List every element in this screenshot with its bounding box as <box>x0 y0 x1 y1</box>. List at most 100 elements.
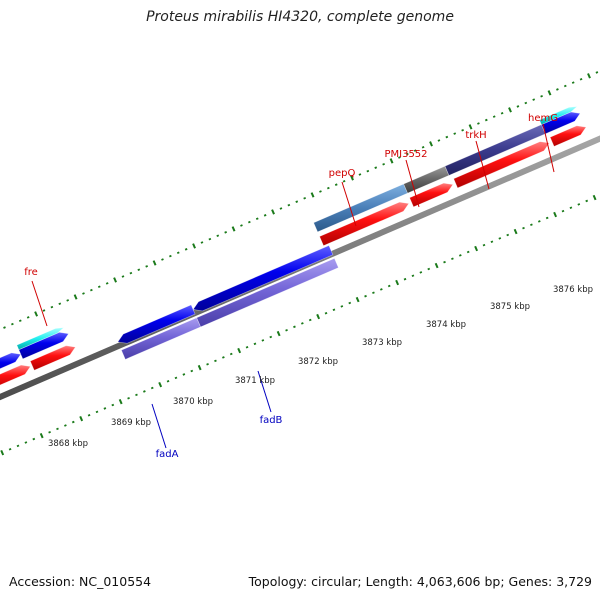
minor-tick <box>87 413 91 417</box>
minor-tick <box>403 277 407 281</box>
minor-tick <box>269 335 273 339</box>
label-leaders <box>31 123 555 449</box>
minor-tick <box>577 203 581 206</box>
map-title: Proteus mirabilis HI4320, complete genom… <box>146 9 454 25</box>
minor-tick <box>214 359 217 363</box>
minor-tick <box>90 288 93 292</box>
minor-tick <box>293 325 296 329</box>
minor-tick <box>556 88 559 91</box>
minor-tick <box>240 224 243 227</box>
minor-tick <box>372 291 375 295</box>
minor-tick <box>477 122 480 125</box>
minor-tick <box>24 441 28 444</box>
minor-tick <box>95 410 99 414</box>
major-tick <box>152 260 157 266</box>
minor-tick <box>366 169 370 173</box>
gene-fadB <box>192 245 334 312</box>
minor-tick <box>221 356 225 359</box>
major-tick <box>592 194 597 201</box>
kbp-label: 3871 kbp <box>235 376 275 386</box>
gene-fre <box>0 352 22 370</box>
cds-fre <box>0 364 31 386</box>
minor-tick <box>295 200 299 203</box>
major-tick <box>468 124 473 130</box>
minor-tick <box>176 251 180 254</box>
minor-tick <box>364 294 367 298</box>
major-tick <box>395 279 400 286</box>
minor-tick <box>484 118 488 122</box>
major-tick <box>587 73 591 79</box>
major-tick <box>34 311 39 317</box>
major-tick <box>350 175 354 181</box>
minor-tick <box>135 393 138 397</box>
gene-fre-label: fre <box>24 267 38 278</box>
minor-tick <box>382 163 386 166</box>
gene-pepQ-label: pepQ <box>329 168 356 179</box>
minor-tick <box>42 309 46 312</box>
minor-tick <box>11 322 14 326</box>
minor-tick <box>66 299 70 302</box>
gene-hemG-label: hemG <box>528 113 558 124</box>
gene-fadA <box>117 304 196 344</box>
minor-tick <box>516 105 520 108</box>
major-tick <box>73 294 78 300</box>
kbp-label: 3874 kbp <box>426 320 466 330</box>
gene-fre-leader <box>31 280 48 327</box>
minor-tick <box>200 241 204 244</box>
minor-tick <box>303 197 307 200</box>
major-tick <box>316 313 321 320</box>
minor-tick <box>285 328 288 332</box>
minor-tick <box>3 326 6 329</box>
minor-tick <box>530 223 533 227</box>
minor-tick <box>16 444 20 448</box>
minor-tick <box>161 258 164 261</box>
major-tick <box>118 398 123 405</box>
minor-tick <box>445 135 449 139</box>
major-tick <box>389 158 394 164</box>
gene-fadA-label: fadA <box>156 449 179 460</box>
minor-tick <box>121 275 125 278</box>
inner-dotted-ruler <box>0 194 597 456</box>
major-tick <box>508 107 512 113</box>
major-tick <box>197 364 202 371</box>
minor-tick <box>145 265 149 268</box>
gene-fadA-leader <box>151 403 167 449</box>
minor-tick <box>411 274 415 278</box>
minor-tick <box>71 420 75 424</box>
kbp-label: 3876 kbp <box>553 285 593 295</box>
minor-tick <box>8 448 12 451</box>
kbp-label: 3868 kbp <box>48 439 88 449</box>
minor-tick <box>279 207 283 210</box>
minor-tick <box>326 186 330 190</box>
cds-hemG <box>549 125 587 147</box>
minor-tick <box>206 362 209 366</box>
major-tick <box>271 209 275 215</box>
minor-tick <box>247 220 251 224</box>
gene-fadB-leader <box>257 370 272 413</box>
minor-tick <box>150 386 154 390</box>
major-tick <box>39 432 44 439</box>
minor-tick <box>58 302 62 306</box>
gene-hemG-leader <box>542 123 555 173</box>
cds-fre-b <box>29 345 76 371</box>
minor-tick <box>105 282 109 285</box>
minor-tick <box>129 271 133 275</box>
minor-tick <box>348 301 352 305</box>
major-tick <box>237 347 242 354</box>
minor-tick <box>255 217 259 220</box>
minor-tick <box>48 430 51 434</box>
minor-tick <box>174 376 178 380</box>
minor-tick <box>421 146 425 149</box>
minor-tick <box>461 128 464 132</box>
minor-tick <box>500 111 504 115</box>
minor-tick <box>143 390 146 393</box>
minor-tick <box>208 237 212 241</box>
minor-tick <box>545 216 549 220</box>
kbp-label: 3869 kbp <box>111 418 151 428</box>
gene-pepQ-leader <box>341 181 357 227</box>
kbp-label: 3875 kbp <box>490 302 530 312</box>
minor-tick <box>342 180 346 183</box>
major-tick <box>513 228 518 235</box>
minor-tick <box>56 427 59 431</box>
minor-tick <box>453 132 457 135</box>
